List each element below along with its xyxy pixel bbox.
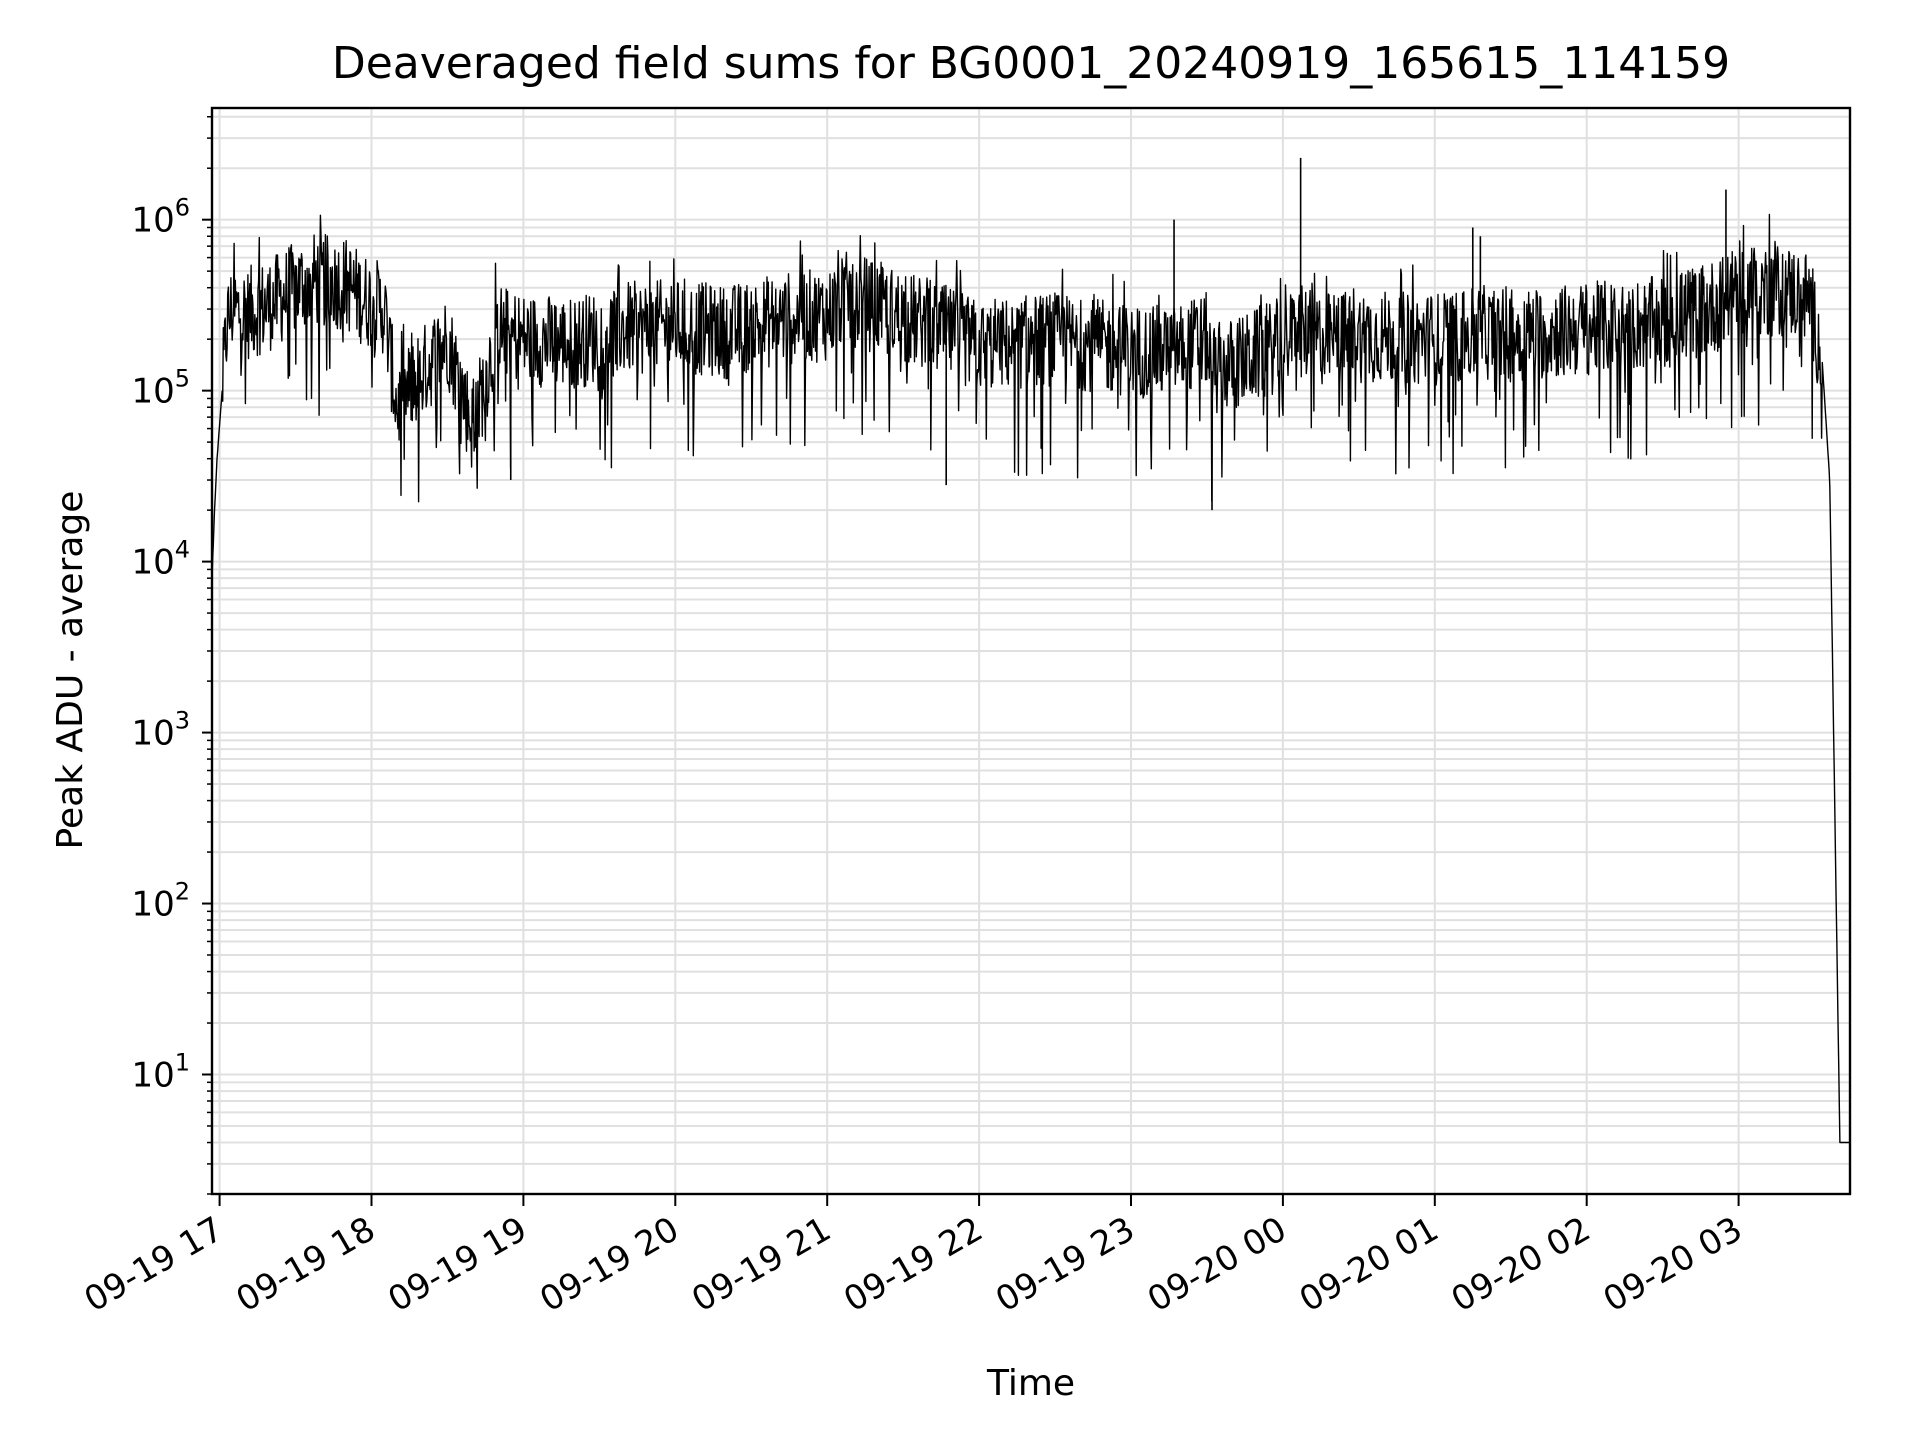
x-tick-label: 09-20 01 xyxy=(1293,1209,1445,1320)
x-tick-label: 09-20 00 xyxy=(1141,1209,1293,1320)
x-tick-label: 09-19 18 xyxy=(230,1209,382,1320)
tick-marks xyxy=(202,115,1740,1206)
x-tick-label: 09-19 21 xyxy=(685,1209,837,1320)
y-tick-label: 106 xyxy=(131,194,190,241)
y-tick-label: 102 xyxy=(131,878,190,925)
x-tick-label: 09-19 23 xyxy=(989,1209,1141,1320)
y-tick-label: 103 xyxy=(131,707,190,754)
chart-title: Deaveraged field sums for BG0001_2024091… xyxy=(332,38,1730,89)
x-tick-label: 09-19 20 xyxy=(533,1209,685,1320)
grid-lines xyxy=(212,108,1850,1195)
y-tick-label: 105 xyxy=(131,365,190,412)
data-series-line xyxy=(211,213,1851,1144)
y-axis-label: Peak ADU - average xyxy=(50,491,91,850)
x-tick-label: 09-20 03 xyxy=(1597,1209,1749,1320)
y-tick-label: 104 xyxy=(131,536,190,583)
x-tick-label: 09-20 02 xyxy=(1445,1209,1597,1320)
x-tick-label: 09-19 22 xyxy=(837,1209,989,1320)
data-layer xyxy=(211,157,1851,1144)
x-axis-label: Time xyxy=(986,1363,1075,1404)
x-tick-label: 09-19 19 xyxy=(382,1209,534,1320)
x-tick-label: 09-19 17 xyxy=(78,1209,230,1320)
y-tick-label: 101 xyxy=(131,1049,190,1096)
